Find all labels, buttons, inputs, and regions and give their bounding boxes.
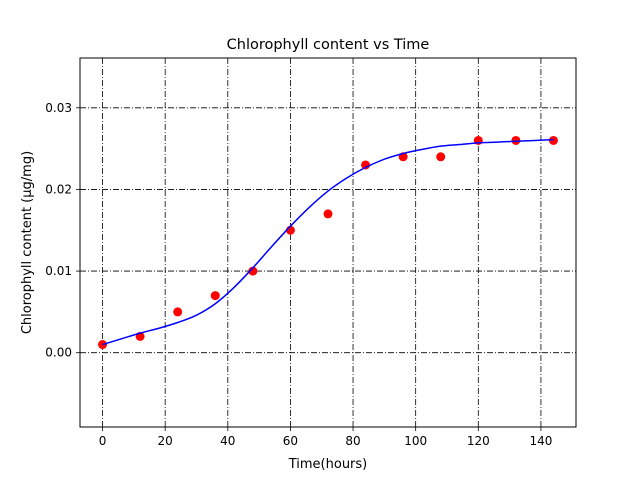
plot-area-frame [79, 57, 577, 428]
x-tick-label: 80 [345, 434, 360, 448]
data-point [361, 160, 371, 170]
plot-series [98, 135, 558, 350]
data-point [548, 135, 558, 145]
y-tick-label: 0.00 [45, 346, 72, 360]
data-point [173, 307, 183, 317]
y-tick-label: 0.02 [45, 182, 72, 196]
x-axis-label: Time(hours) [288, 457, 368, 472]
x-tick-label: 120 [467, 434, 490, 448]
x-tick-label: 20 [158, 434, 173, 448]
data-point [248, 266, 258, 276]
x-tick-label: 100 [404, 434, 427, 448]
chart-title: Chlorophyll content vs Time [227, 37, 430, 53]
x-tick-label: 60 [283, 434, 298, 448]
x-tick-label: 40 [220, 434, 235, 448]
fit-curve [102, 138, 554, 346]
x-tick-label: 0 [99, 434, 107, 448]
grid-lines [80, 58, 576, 427]
data-point [323, 209, 333, 219]
data-point [210, 291, 220, 301]
y-tick-label: 0.01 [45, 264, 72, 278]
data-point [511, 135, 521, 145]
y-tick-label: 0.03 [45, 101, 72, 115]
x-tick-label: 140 [529, 434, 552, 448]
data-point [98, 340, 108, 350]
data-point [436, 152, 446, 162]
axis-ticks: 0 20 40 60 80 100 120 140 0.00 0.01 0.02 0.03 [45, 101, 552, 448]
y-axis-label: Chlorophyll content (µg/mg) [20, 151, 35, 334]
